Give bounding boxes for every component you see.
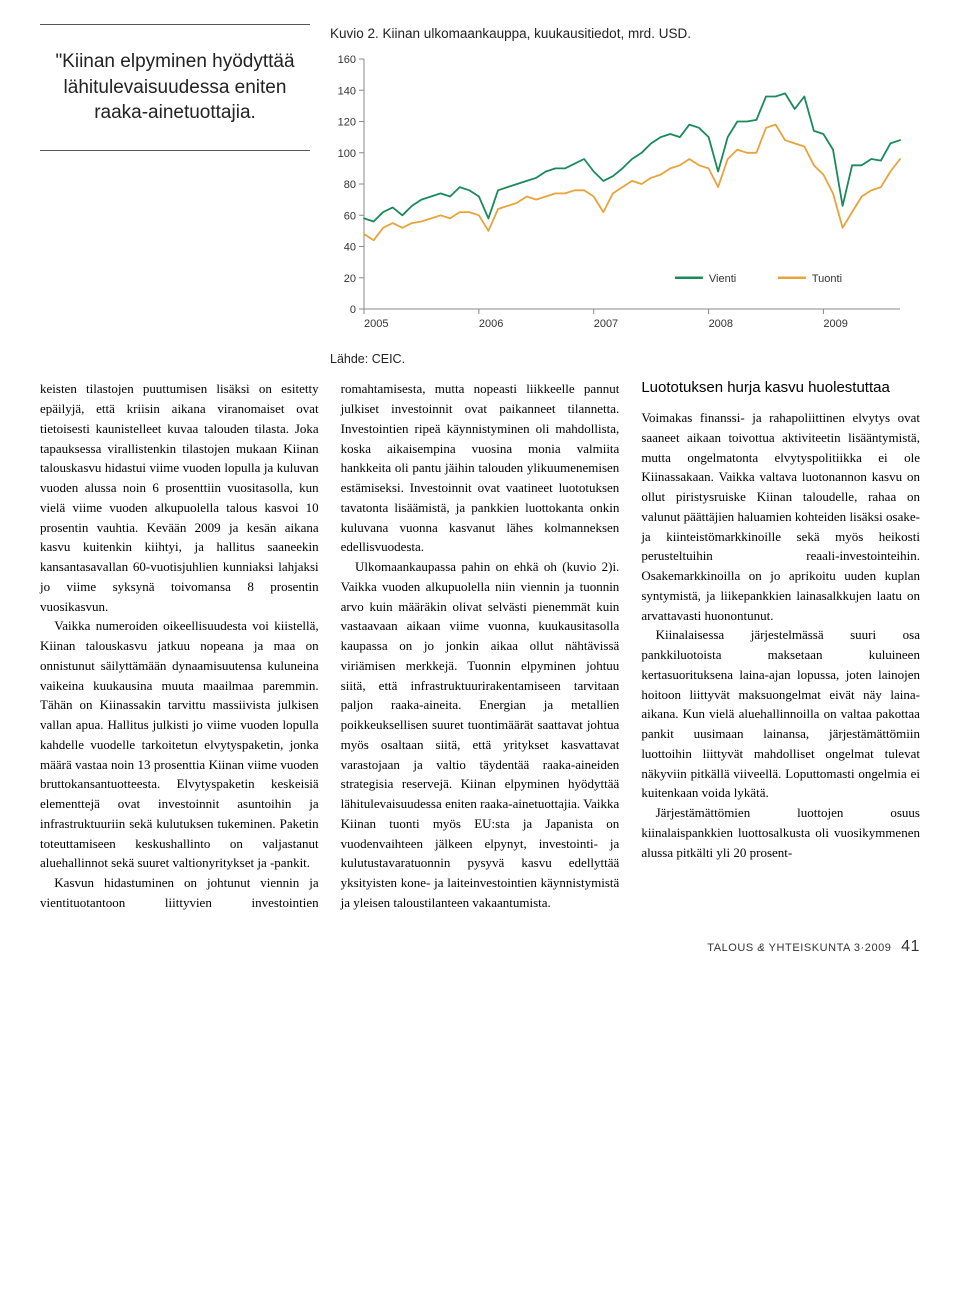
svg-text:100: 100 bbox=[338, 147, 356, 159]
svg-text:2006: 2006 bbox=[479, 318, 503, 330]
magazine-name-a: TALOUS bbox=[707, 942, 754, 954]
page-footer: TALOUS & YHTEISKUNTA 3·2009 41 bbox=[40, 935, 920, 959]
svg-text:120: 120 bbox=[338, 116, 356, 128]
issue-number: 3·2009 bbox=[854, 942, 892, 954]
svg-text:2005: 2005 bbox=[364, 318, 388, 330]
chart-column: Kuvio 2. Kiinan ulkomaankauppa, kuukausi… bbox=[330, 24, 920, 369]
magazine-name-b: YHTEISKUNTA bbox=[769, 942, 851, 954]
line-chart: 0 20 40 60 80 100 120 140 160 2005 2006 2007 2008 200… bbox=[330, 53, 910, 333]
svg-text:2007: 2007 bbox=[594, 318, 618, 330]
svg-text:0: 0 bbox=[350, 304, 356, 316]
svg-text:Vienti: Vienti bbox=[709, 272, 736, 284]
chart-caption: Kuvio 2. Kiinan ulkomaankauppa, kuukausi… bbox=[330, 24, 920, 45]
svg-text:40: 40 bbox=[344, 241, 356, 253]
chart-svg-container: 0 20 40 60 80 100 120 140 160 2005 2006 2007 2008 200… bbox=[330, 53, 920, 339]
svg-text:2008: 2008 bbox=[709, 318, 733, 330]
page-number: 41 bbox=[901, 938, 920, 955]
svg-text:20: 20 bbox=[344, 272, 356, 284]
header-row: "Kiinan elpyminen hyödyttää lähitulevais… bbox=[40, 24, 920, 369]
body-p6: Kiinalaisessa järjestelmässä suuri osa p… bbox=[641, 625, 920, 803]
ampersand-icon: & bbox=[757, 942, 765, 954]
svg-text:160: 160 bbox=[338, 54, 356, 66]
svg-text:60: 60 bbox=[344, 210, 356, 222]
body-p5: Voimakas finanssi- ja rahapoliittinen el… bbox=[641, 408, 920, 625]
svg-text:Tuonti: Tuonti bbox=[812, 272, 842, 284]
svg-text:2009: 2009 bbox=[823, 318, 847, 330]
svg-text:80: 80 bbox=[344, 179, 356, 191]
chart-source: Lähde: CEIC. bbox=[330, 350, 920, 369]
body-p4: Ulkomaankaupassa pahin on ehkä oh (kuvio… bbox=[341, 557, 620, 913]
body-p7: Järjestämättömien luottojen osuus kiinal… bbox=[641, 803, 920, 862]
body-text: keisten tilastojen puuttumisen lisäksi o… bbox=[40, 379, 920, 912]
svg-text:140: 140 bbox=[338, 85, 356, 97]
body-p1: keisten tilastojen puuttumisen lisäksi o… bbox=[40, 379, 319, 616]
pullquote: "Kiinan elpyminen hyödyttää lähitulevais… bbox=[40, 24, 310, 151]
body-p2: Vaikka numeroiden oikeellisuudesta voi k… bbox=[40, 616, 319, 873]
section-heading: Luototuksen hurja kasvu huolestuttaa bbox=[641, 379, 920, 398]
pullquote-column: "Kiinan elpyminen hyödyttää lähitulevais… bbox=[40, 24, 310, 369]
